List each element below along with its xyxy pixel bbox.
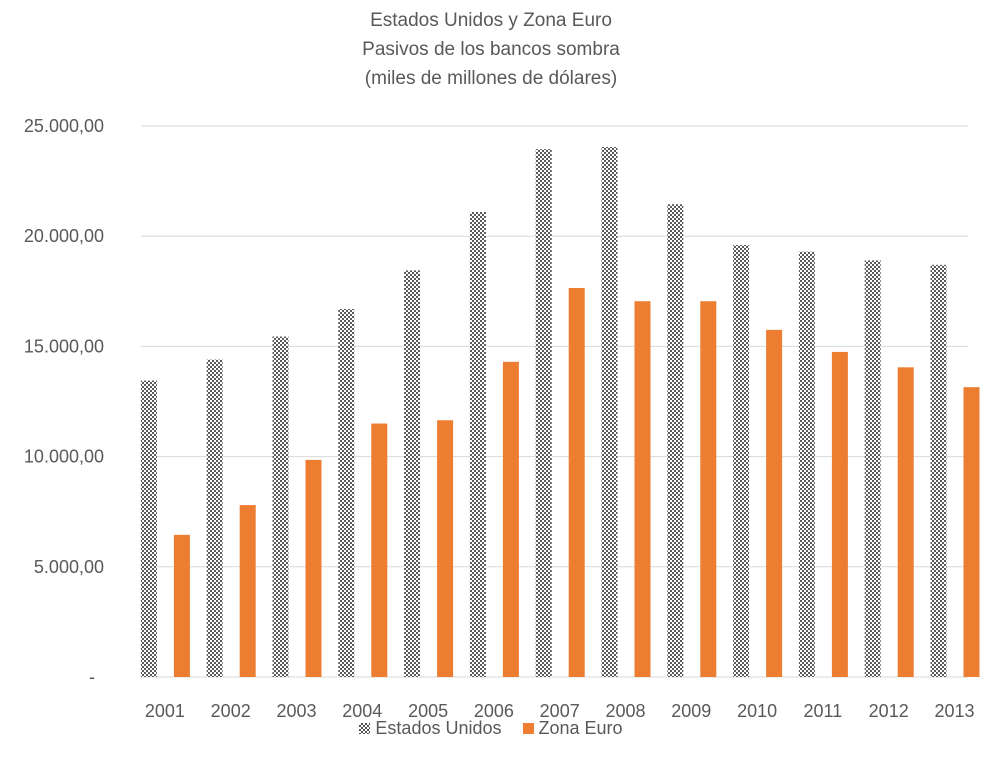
bar-zona-euro-2011 — [831, 351, 848, 677]
bar-zona-euro-2012 — [897, 367, 914, 677]
bar-estados-unidos-2002 — [206, 359, 223, 677]
x-tick-label: 2010 — [737, 701, 777, 721]
legend: Estados Unidos Zona Euro — [0, 718, 982, 739]
x-tick-label: 2001 — [145, 701, 185, 721]
bar-estados-unidos-2001 — [140, 380, 157, 677]
bar-zona-euro-2002 — [239, 505, 256, 677]
y-tick-label: 5.000,00 — [34, 557, 104, 577]
legend-label-estados-unidos: Estados Unidos — [375, 718, 502, 738]
x-axis-tick-labels: 2001 2002 2003 2004 2005 2006 2007 2008 2009 2010… — [145, 701, 975, 721]
bar-estados-unidos-2011 — [798, 251, 815, 678]
y-axis-tick-labels: - 5.000,00 10.000,00 15.000,00 20.000,00 25.0… — [24, 116, 104, 687]
x-tick-label: 2009 — [671, 701, 711, 721]
bar-estados-unidos-2013 — [930, 264, 947, 677]
bar-zona-euro-2010 — [766, 329, 783, 677]
x-tick-label: 2002 — [211, 701, 251, 721]
bar-zona-euro-2003 — [305, 459, 322, 677]
x-tick-label: 2012 — [869, 701, 909, 721]
bar-estados-unidos-2008 — [601, 146, 618, 678]
y-tick-label: - — [89, 667, 95, 687]
bars — [140, 146, 980, 678]
x-tick-label: 2005 — [408, 701, 448, 721]
x-tick-label: 2006 — [474, 701, 514, 721]
x-tick-label: 2007 — [540, 701, 580, 721]
bar-zona-euro-2001 — [173, 534, 190, 677]
bar-zona-euro-2007 — [568, 287, 585, 677]
chart-title: Estados Unidos y Zona Euro Pasivos de lo… — [0, 6, 982, 93]
x-tick-label: 2003 — [276, 701, 316, 721]
legend-label-zona-euro: Zona Euro — [538, 718, 623, 738]
x-tick-label: 2004 — [342, 701, 382, 721]
bar-estados-unidos-2007 — [535, 149, 552, 678]
bar-zona-euro-2013 — [963, 387, 980, 677]
bar-zona-euro-2006 — [502, 361, 519, 677]
bar-estados-unidos-2010 — [733, 245, 750, 678]
chart-title-line-3: (miles de millones de dólares) — [364, 68, 618, 89]
bar-zona-euro-2009 — [700, 301, 717, 677]
legend-swatch-zona-euro — [522, 723, 534, 734]
y-tick-label: 15.000,00 — [24, 336, 104, 356]
bar-estados-unidos-2006 — [469, 211, 486, 677]
x-tick-label: 2008 — [605, 701, 645, 721]
legend-swatch-estados-unidos — [359, 723, 371, 734]
chart-title-line-2: Pasivos de los bancos sombra — [362, 39, 620, 60]
legend-item-zona-euro: Zona Euro — [522, 718, 623, 739]
y-tick-label: 10.000,00 — [24, 447, 104, 467]
bar-estados-unidos-2012 — [864, 260, 881, 677]
x-tick-label: 2013 — [934, 701, 974, 721]
bar-zona-euro-2008 — [634, 301, 651, 677]
x-tick-label: 2011 — [804, 701, 843, 721]
bar-zona-euro-2004 — [371, 423, 388, 677]
bar-estados-unidos-2009 — [667, 204, 684, 677]
bar-zona-euro-2005 — [437, 420, 454, 677]
bar-estados-unidos-2005 — [404, 270, 421, 677]
bar-estados-unidos-2004 — [338, 308, 355, 677]
chart-title-line-1: Estados Unidos y Zona Euro — [370, 10, 612, 31]
y-tick-label: 25.000,00 — [24, 116, 104, 136]
y-tick-label: 20.000,00 — [24, 226, 104, 246]
legend-item-estados-unidos: Estados Unidos — [359, 718, 502, 739]
bar-estados-unidos-2003 — [272, 336, 289, 677]
